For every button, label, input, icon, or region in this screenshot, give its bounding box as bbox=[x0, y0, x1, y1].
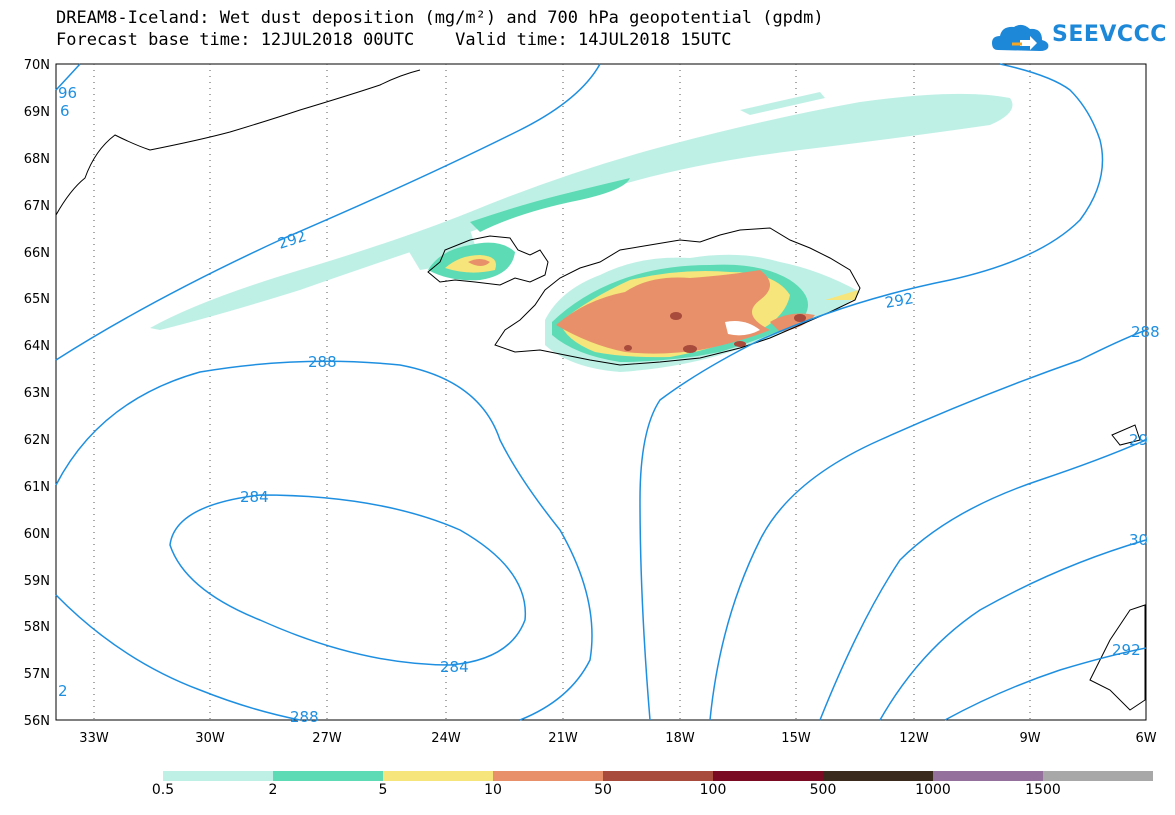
lat-label: 58N bbox=[24, 620, 50, 635]
lat-label: 70N bbox=[24, 58, 50, 73]
legend-label: 500 bbox=[809, 782, 837, 798]
coastlines bbox=[55, 69, 1146, 711]
legend-colorbar bbox=[163, 771, 1153, 781]
contour-labels: 96 6 292 292 288 284 284 288 29 30 2 288… bbox=[58, 84, 1160, 726]
legend-label: 2 bbox=[268, 782, 278, 798]
lat-label: 56N bbox=[24, 714, 50, 729]
legend-swatch bbox=[383, 771, 493, 781]
lon-label: 6W bbox=[1135, 731, 1156, 746]
lat-label: 61N bbox=[24, 480, 50, 495]
graticule bbox=[93, 64, 1031, 720]
lat-label: 69N bbox=[24, 105, 50, 120]
contour-label: 96 bbox=[58, 84, 77, 102]
legend-label: 0.5 bbox=[151, 782, 175, 798]
lon-label: 18W bbox=[665, 731, 695, 746]
contour-label: 30 bbox=[1129, 531, 1148, 549]
lat-label: 60N bbox=[24, 527, 50, 542]
lon-label: 21W bbox=[548, 731, 578, 746]
title-line-1: DREAM8-Iceland: Wet dust deposition (mg/… bbox=[56, 8, 824, 28]
lon-label: 27W bbox=[312, 731, 342, 746]
contour-label: 6 bbox=[60, 102, 70, 120]
lat-label: 68N bbox=[24, 152, 50, 167]
legend-swatch bbox=[823, 771, 933, 781]
legend-swatch bbox=[1043, 771, 1153, 781]
cloud-icon bbox=[992, 24, 1049, 51]
contour-label: 284 bbox=[440, 658, 469, 676]
legend-label: 5 bbox=[378, 782, 388, 798]
legend-label: 100 bbox=[699, 782, 727, 798]
contour-label: 288 bbox=[290, 708, 319, 726]
dust-deposition-field bbox=[150, 92, 1013, 372]
legend-swatch bbox=[493, 771, 603, 781]
legend-swatch bbox=[603, 771, 713, 781]
lat-label: 64N bbox=[24, 339, 50, 354]
lon-label: 24W bbox=[431, 731, 461, 746]
contour-label: 2 bbox=[58, 682, 68, 700]
logo-text: SEEVCCC bbox=[1052, 22, 1167, 47]
contour-label: 288 bbox=[308, 353, 337, 371]
lon-label: 33W bbox=[79, 731, 109, 746]
legend-swatch bbox=[273, 771, 383, 781]
lat-label: 67N bbox=[24, 199, 50, 214]
lon-label: 9W bbox=[1019, 731, 1040, 746]
lat-label: 63N bbox=[24, 386, 50, 401]
legend-label: 10 bbox=[484, 782, 502, 798]
legend-swatch bbox=[713, 771, 823, 781]
latitude-labels: 70N 69N 68N 67N 66N 65N 64N 63N 62N 61N … bbox=[24, 58, 50, 729]
legend-label: 1000 bbox=[915, 782, 951, 798]
contour-label: 292 bbox=[884, 289, 915, 312]
contour-label: 292 bbox=[1112, 641, 1141, 659]
contour-label: 284 bbox=[240, 488, 269, 506]
legend-label: 1500 bbox=[1025, 782, 1061, 798]
map-frame bbox=[55, 63, 1147, 721]
lon-label: 15W bbox=[781, 731, 811, 746]
lat-label: 59N bbox=[24, 574, 50, 589]
lon-label: 12W bbox=[899, 731, 929, 746]
lat-label: 65N bbox=[24, 292, 50, 307]
title-line-2: Forecast base time: 12JUL2018 00UTC Vali… bbox=[56, 30, 732, 50]
lat-label: 57N bbox=[24, 667, 50, 682]
contour-label: 288 bbox=[1131, 323, 1160, 341]
contour-label: 29 bbox=[1129, 431, 1148, 449]
longitude-labels: 33W 30W 27W 24W 21W 18W 15W 12W 9W 6W bbox=[79, 731, 1156, 746]
lat-label: 66N bbox=[24, 246, 50, 261]
legend-swatch bbox=[163, 771, 273, 781]
legend-label: 50 bbox=[594, 782, 612, 798]
geopotential-contours bbox=[55, 63, 1147, 721]
lon-label: 30W bbox=[195, 731, 225, 746]
lat-label: 62N bbox=[24, 433, 50, 448]
legend-swatch bbox=[933, 771, 1043, 781]
